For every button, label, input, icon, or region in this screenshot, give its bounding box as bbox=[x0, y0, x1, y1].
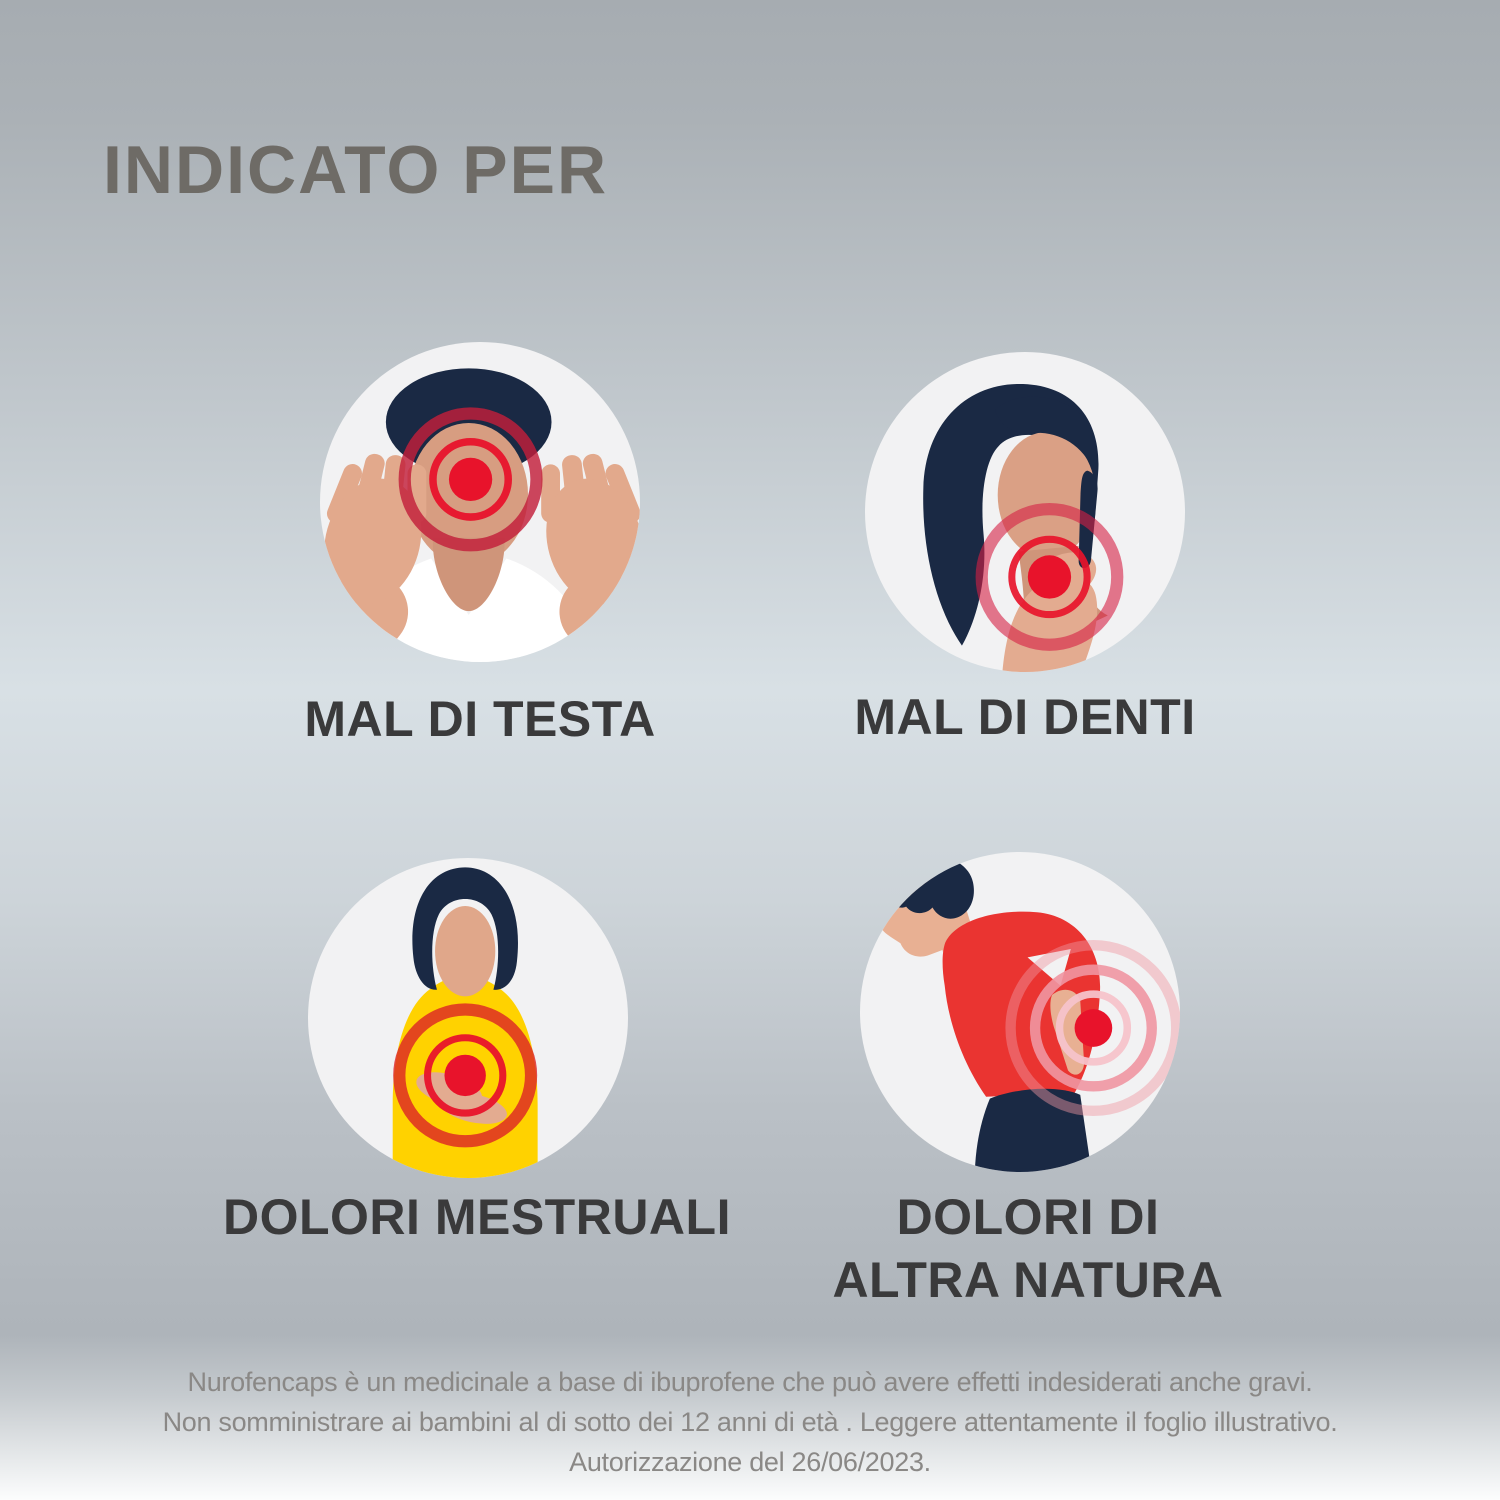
menstrual-pain-icon bbox=[308, 858, 628, 1178]
back-pain-icon bbox=[860, 852, 1180, 1172]
indication-label-toothache: MAL DI DENTI bbox=[854, 689, 1196, 745]
headache-icon bbox=[320, 342, 640, 662]
toothache-icon bbox=[865, 352, 1185, 672]
disclaimer-line-3: Autorizzazione del 26/06/2023. bbox=[569, 1447, 931, 1477]
indication-label-other-pain: DOLORI DI ALTRA NATURA bbox=[832, 1189, 1224, 1308]
indication-label-menstrual-pain: DOLORI MESTRUALI bbox=[223, 1189, 731, 1245]
indication-label-headache: MAL DI TESTA bbox=[304, 691, 656, 747]
legal-disclaimer: Nurofencaps è un medicinale a base di ib… bbox=[0, 1362, 1500, 1482]
page-title: INDICATO PER bbox=[103, 132, 609, 208]
disclaimer-line-1: Nurofencaps è un medicinale a base di ib… bbox=[187, 1367, 1313, 1397]
disclaimer-line-2: Non somministrare ai bambini al di sotto… bbox=[162, 1407, 1338, 1437]
